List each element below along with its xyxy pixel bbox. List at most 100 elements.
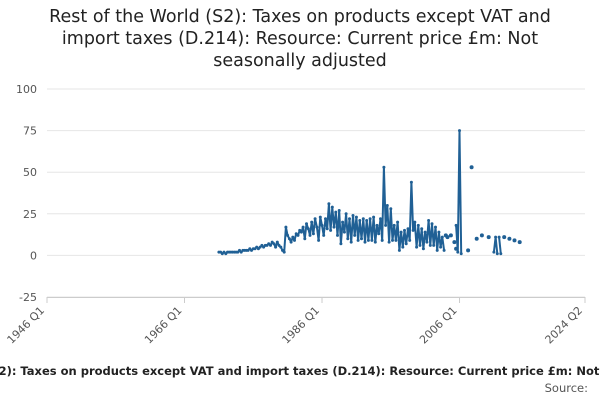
data-point	[492, 250, 496, 254]
data-point	[337, 209, 341, 212]
data-point	[385, 204, 389, 207]
data-point	[365, 219, 369, 222]
x-tick-label: 2024 Q2	[543, 304, 586, 347]
data-point	[377, 232, 381, 236]
series-line	[498, 236, 502, 254]
data-point	[408, 238, 412, 242]
data-point	[432, 243, 436, 247]
data-point	[391, 238, 394, 242]
data-point	[274, 245, 278, 249]
data-point	[287, 237, 291, 241]
x-tick-label: 1966 Q1	[142, 304, 185, 347]
data-point	[494, 235, 498, 239]
data-point	[382, 165, 386, 169]
data-point	[458, 129, 461, 133]
data-point	[486, 235, 491, 240]
data-point	[269, 243, 272, 247]
data-point	[341, 220, 345, 224]
y-tick-label: 25	[23, 208, 37, 221]
data-point	[418, 243, 422, 247]
y-tick-label: 0	[30, 249, 37, 262]
data-point	[403, 228, 406, 232]
data-point	[379, 217, 382, 221]
data-point	[497, 235, 501, 239]
data-point	[439, 245, 443, 249]
data-point	[452, 240, 457, 245]
data-point	[344, 212, 348, 216]
y-tick-label: 75	[23, 125, 37, 138]
data-point	[286, 233, 290, 237]
data-point	[427, 219, 431, 222]
data-point	[360, 237, 363, 241]
data-point	[437, 230, 441, 234]
data-point	[339, 242, 343, 246]
data-point	[342, 230, 346, 234]
y-axis: -25 0 25 50 75 100	[16, 83, 37, 304]
data-point	[459, 252, 463, 256]
data-point	[329, 228, 333, 232]
y-tick-label: 50	[23, 166, 37, 179]
data-point	[354, 215, 358, 219]
x-tick-label: 2006 Q1	[417, 304, 460, 347]
data-point	[349, 240, 353, 244]
data-point	[308, 233, 312, 237]
data-point	[502, 235, 507, 240]
data-point	[372, 215, 376, 219]
gridlines	[47, 88, 585, 298]
x-tick-label: 1986 Q1	[280, 304, 323, 347]
data-point	[275, 240, 279, 244]
data-point	[384, 223, 388, 227]
source-label: Source:	[545, 381, 588, 395]
data-point	[272, 242, 276, 246]
data-point	[411, 228, 415, 232]
data-point	[421, 247, 425, 251]
data-point	[361, 217, 365, 221]
data-point	[415, 245, 419, 249]
data-point	[507, 236, 512, 241]
x-tick-label: 1946 Q1	[5, 304, 48, 347]
data-point	[368, 217, 372, 221]
data-point	[434, 225, 437, 229]
data-point	[327, 202, 331, 206]
data-point	[442, 248, 446, 252]
data-point	[401, 245, 405, 249]
data-point	[454, 246, 459, 251]
data-point	[324, 217, 327, 221]
chart-title: Rest of the World (S2): Taxes on product…	[0, 6, 600, 72]
data-point	[474, 236, 479, 241]
data-point	[469, 165, 474, 170]
chart-title-line: Rest of the World (S2): Taxes on product…	[49, 7, 551, 27]
data-point	[495, 252, 499, 256]
data-point	[322, 233, 326, 237]
data-point	[334, 210, 338, 214]
data-point	[399, 230, 403, 234]
data-point	[448, 233, 453, 238]
data-point	[517, 240, 522, 245]
data-point	[512, 238, 517, 243]
data-point	[428, 243, 432, 247]
series	[217, 129, 522, 256]
data-point	[306, 227, 310, 231]
data-point	[425, 240, 429, 244]
data-point	[332, 225, 336, 229]
data-point	[363, 240, 367, 244]
data-point	[353, 233, 357, 237]
x-axis-label: Rest of the World (S2): Taxes on product…	[0, 364, 600, 378]
data-point	[358, 219, 362, 222]
data-point	[380, 238, 384, 242]
data-point	[336, 233, 339, 237]
data-point	[420, 227, 424, 231]
data-point	[387, 240, 391, 244]
data-point	[440, 235, 444, 239]
data-point	[373, 240, 377, 244]
data-point	[318, 215, 322, 219]
data-point	[416, 223, 420, 227]
data-point	[303, 237, 307, 241]
data-point	[396, 220, 400, 224]
data-point	[413, 220, 417, 224]
data-point	[320, 223, 324, 227]
data-point	[409, 180, 413, 184]
data-point	[289, 240, 293, 244]
data-point	[325, 227, 329, 231]
